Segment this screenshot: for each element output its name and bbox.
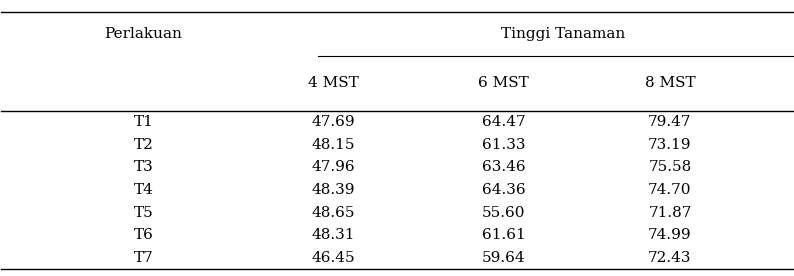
Text: 6 MST: 6 MST (479, 76, 529, 90)
Text: 47.69: 47.69 (312, 115, 356, 129)
Text: T6: T6 (134, 228, 154, 242)
Text: 75.58: 75.58 (649, 160, 692, 174)
Text: 74.70: 74.70 (648, 183, 692, 197)
Text: 72.43: 72.43 (648, 251, 692, 265)
Text: 55.60: 55.60 (482, 206, 526, 219)
Text: 48.65: 48.65 (312, 206, 356, 219)
Text: T4: T4 (134, 183, 154, 197)
Text: 48.39: 48.39 (312, 183, 356, 197)
Text: 64.47: 64.47 (482, 115, 526, 129)
Text: 64.36: 64.36 (482, 183, 526, 197)
Text: Perlakuan: Perlakuan (104, 27, 182, 41)
Text: 8 MST: 8 MST (645, 76, 696, 90)
Text: 48.15: 48.15 (312, 138, 356, 152)
Text: 79.47: 79.47 (648, 115, 692, 129)
Text: 71.87: 71.87 (648, 206, 692, 219)
Text: 47.96: 47.96 (312, 160, 356, 174)
Text: T7: T7 (134, 251, 154, 265)
Text: T2: T2 (134, 138, 154, 152)
Text: 59.64: 59.64 (482, 251, 526, 265)
Text: T3: T3 (134, 160, 154, 174)
Text: 61.61: 61.61 (482, 228, 526, 242)
Text: 48.31: 48.31 (312, 228, 356, 242)
Text: 4 MST: 4 MST (308, 76, 359, 90)
Text: 73.19: 73.19 (648, 138, 692, 152)
Text: 46.45: 46.45 (312, 251, 356, 265)
Text: T1: T1 (134, 115, 154, 129)
Text: 61.33: 61.33 (482, 138, 526, 152)
Text: 74.99: 74.99 (648, 228, 692, 242)
Text: Tinggi Tanaman: Tinggi Tanaman (501, 27, 626, 41)
Text: 63.46: 63.46 (482, 160, 526, 174)
Text: T5: T5 (134, 206, 154, 219)
